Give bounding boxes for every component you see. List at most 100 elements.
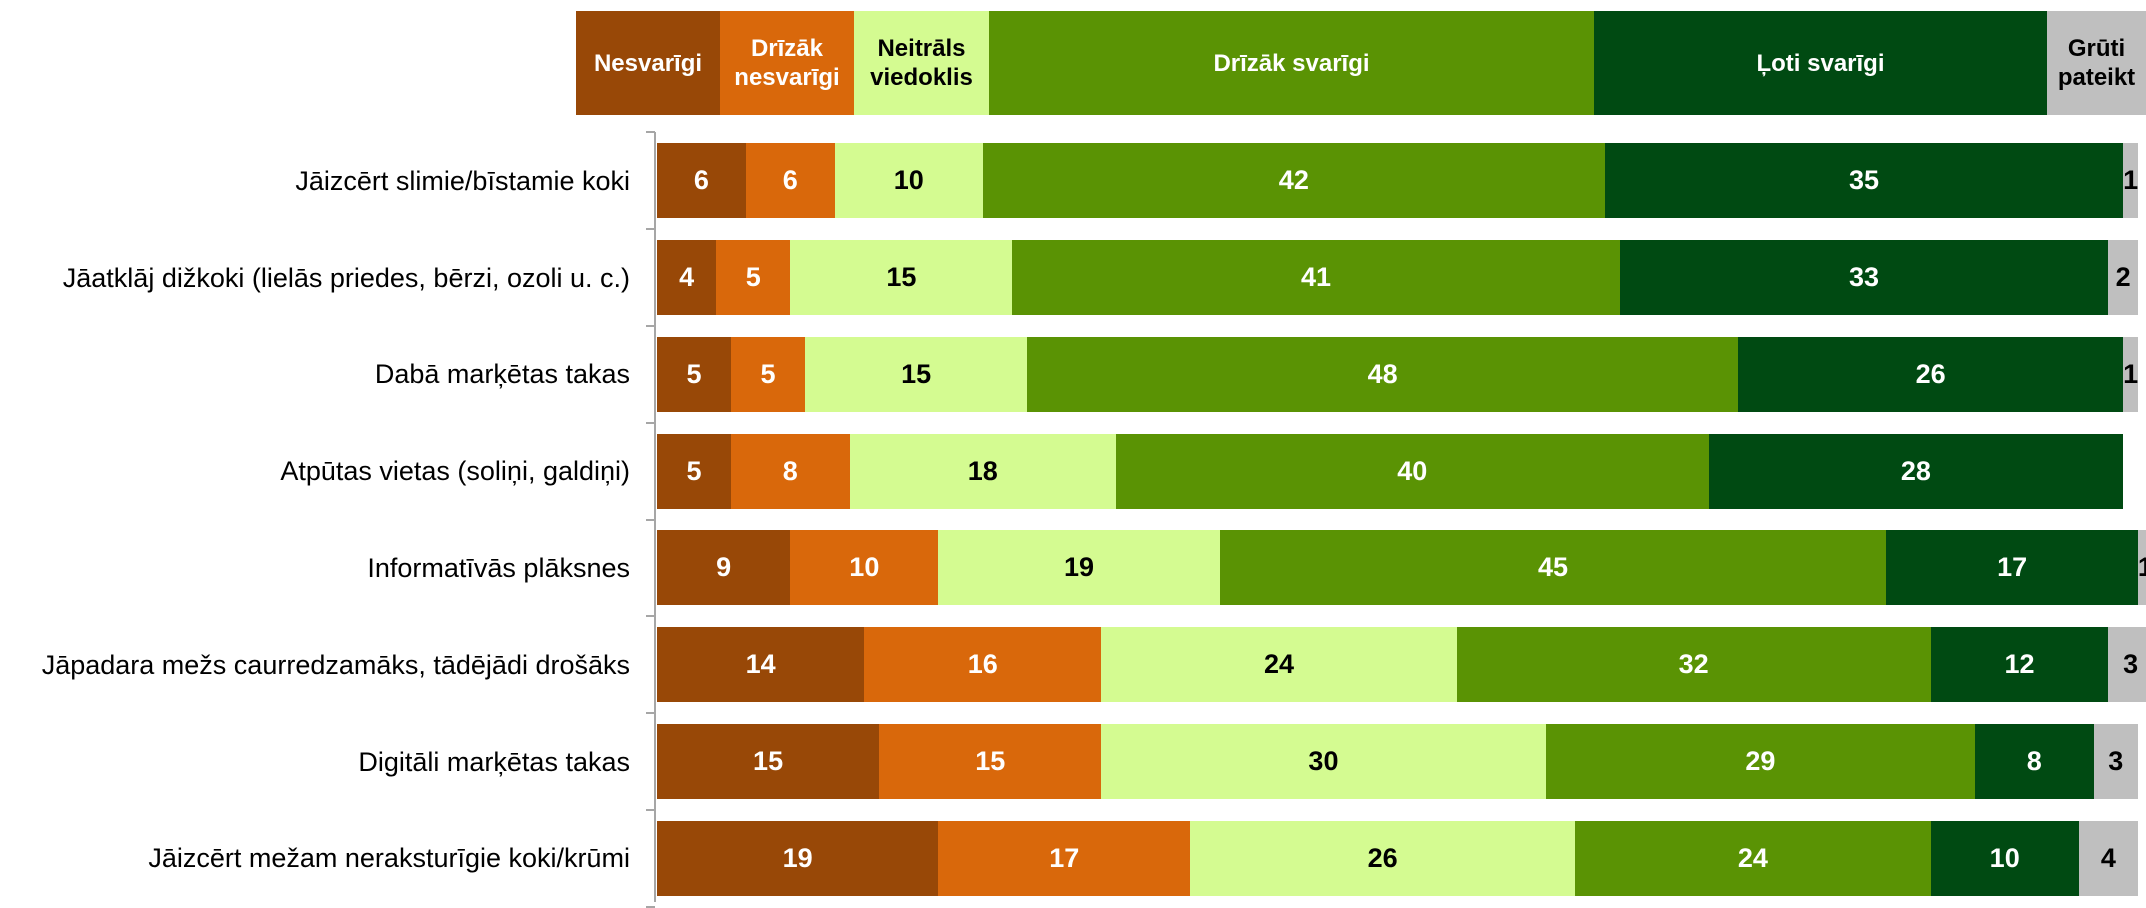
bar-segment: 15 <box>879 724 1102 799</box>
bar-segment: 17 <box>1886 530 2138 606</box>
axis-tick <box>646 228 655 231</box>
data-label: 19 <box>782 842 813 873</box>
bar-segment: 12 <box>1930 627 2109 703</box>
data-label: 45 <box>1537 552 1568 583</box>
data-label: 12 <box>2004 649 2035 680</box>
category-label: Digitāli marķētas takas <box>358 746 630 777</box>
bar-segment: 19 <box>938 530 1220 606</box>
bar-segment: 29 <box>1545 724 1976 799</box>
bar-segment: 32 <box>1456 627 1931 703</box>
bar-segment: 10 <box>834 143 983 219</box>
bar-segment: 4 <box>657 240 717 315</box>
bar-segment: 33 <box>1619 240 2109 315</box>
bar-segment: 35 <box>1604 143 2124 219</box>
data-label: 8 <box>2026 746 2042 776</box>
legend-entry: Neitrāls viedoklis <box>854 11 989 115</box>
data-label: 42 <box>1278 165 1309 196</box>
legend-entry: Drīzāk nesvarīgi <box>720 11 854 115</box>
data-label: 5 <box>760 358 776 389</box>
category-label: Dabā marķētas takas <box>374 359 630 390</box>
bar-segment: 1 <box>2123 336 2139 412</box>
data-label: 26 <box>1367 842 1398 873</box>
data-label: 3 <box>2123 649 2139 680</box>
data-label: 19 <box>1064 552 1095 583</box>
data-label: 30 <box>1308 746 1339 776</box>
bar-segment: 8 <box>1975 724 2094 799</box>
axis-tick <box>646 131 655 134</box>
category-label: Jāpadara mežs caurredzamāks, tādējādi dr… <box>41 649 630 680</box>
bar-segment: 15 <box>790 240 1013 315</box>
data-label: 28 <box>1900 455 1931 486</box>
bar-segment: 2 <box>2108 240 2138 315</box>
data-label: 17 <box>1049 842 1080 873</box>
bar-segment: 45 <box>1219 530 1887 606</box>
data-label: 15 <box>975 746 1006 776</box>
bar-segment: 10 <box>790 530 939 606</box>
bar-segment: 30 <box>1101 724 1546 799</box>
data-label: 4 <box>2100 842 2116 873</box>
bar-segment: 14 <box>657 627 865 703</box>
axis-line <box>654 132 656 902</box>
axis-tick <box>646 421 655 424</box>
category-label: Jāizcērt mežam neraksturīgie koki/krūmi <box>148 843 630 874</box>
data-label: 9 <box>716 552 732 583</box>
axis-tick <box>646 905 655 908</box>
data-label: 10 <box>1989 842 2020 873</box>
category-label: Atpūtas vietas (soliņi, galdiņi) <box>280 456 630 487</box>
bar-segment: 15 <box>805 336 1028 412</box>
bar-segment: 6 <box>657 143 746 219</box>
data-label: 18 <box>967 455 998 486</box>
bar-segment: 1 <box>2138 530 2146 606</box>
data-label: 33 <box>1848 262 1880 292</box>
data-label: 29 <box>1745 746 1776 776</box>
bar-segment: 40 <box>1116 433 1709 509</box>
data-label: 4 <box>679 262 695 292</box>
bar-segment: 9 <box>657 530 791 606</box>
bar-segment: 5 <box>716 240 791 315</box>
bar-segment: 42 <box>982 143 1605 219</box>
bar-segment: 10 <box>1930 820 2079 896</box>
bar-segment: 24 <box>1575 820 1931 896</box>
data-label: 8 <box>782 455 798 486</box>
data-label: 17 <box>1997 552 2028 583</box>
data-label: 10 <box>893 165 924 196</box>
bar-segment: 26 <box>1190 820 1576 896</box>
legend-entry: Drīzāk svarīgi <box>989 11 1594 115</box>
bar-segment: 15 <box>657 724 880 799</box>
bar-segment: 3 <box>2108 627 2146 703</box>
bar-segment: 18 <box>849 433 1117 509</box>
bar-segment: 5 <box>657 433 732 509</box>
data-label: 26 <box>1915 358 1946 389</box>
data-label: 14 <box>745 649 776 680</box>
data-label: 5 <box>686 358 702 389</box>
category-label: Informatīvās plāksnes <box>367 552 630 583</box>
data-label: 16 <box>967 649 998 680</box>
category-label: Jāatklāj dižkoki (lielās priedes, bērzi,… <box>62 262 630 293</box>
data-label: 24 <box>1263 649 1295 680</box>
axis-tick <box>646 518 655 521</box>
axis-tick <box>646 615 655 618</box>
bar-segment: 1 <box>2123 143 2138 219</box>
data-label: 35 <box>1848 165 1880 196</box>
legend-entry: Grūti pateikt <box>2047 11 2146 115</box>
bar-segment: 28 <box>1708 433 2124 509</box>
bar-segment: 19 <box>657 820 939 896</box>
data-label: 10 <box>849 552 880 583</box>
data-label: 41 <box>1301 262 1332 292</box>
data-label: 3 <box>2108 746 2124 776</box>
data-label: 15 <box>901 358 932 389</box>
legend-entry: Nesvarīgi <box>576 11 720 115</box>
bar-segment: 8 <box>731 433 850 509</box>
data-label: 6 <box>782 165 798 196</box>
data-label: 1 <box>2123 358 2139 389</box>
bar-segment: 5 <box>657 336 732 412</box>
bar-segment: 6 <box>745 143 835 219</box>
data-label: 40 <box>1397 455 1428 486</box>
bar-segment: 5 <box>731 336 806 412</box>
data-label: 5 <box>745 262 761 292</box>
axis-tick <box>646 808 655 811</box>
legend-entry: Ļoti svarīgi <box>1594 11 2047 115</box>
data-label: 2 <box>2115 262 2131 292</box>
data-label: 15 <box>753 746 784 776</box>
